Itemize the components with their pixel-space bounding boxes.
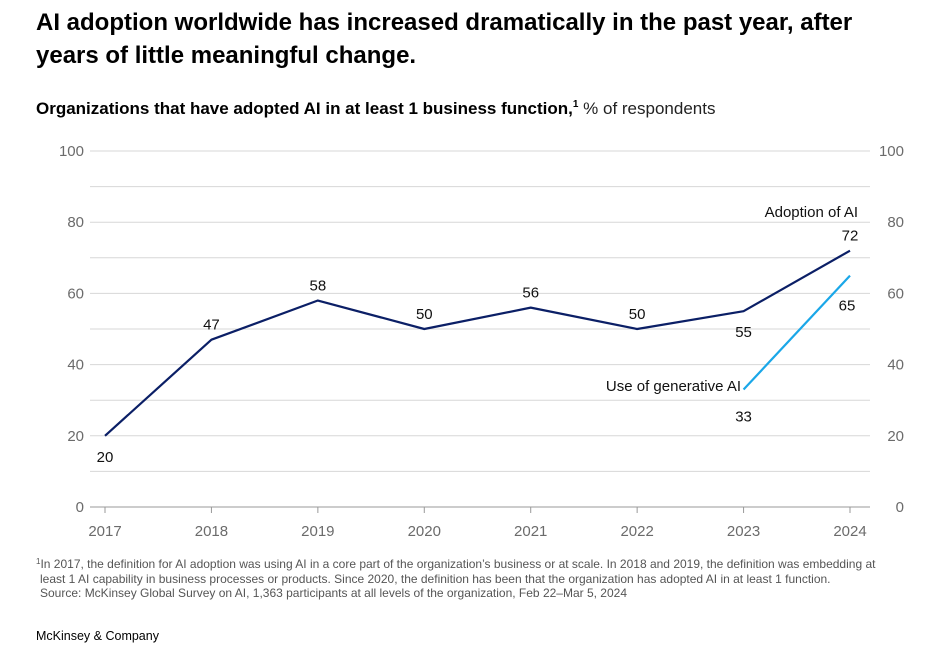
subtitle-bold: Organizations that have adopted AI in at… [36, 99, 573, 118]
y-tick-label-right: 40 [887, 357, 904, 374]
data-label-adoption: 50 [629, 306, 646, 323]
footnote-line-2: least 1 AI capability in business proces… [40, 571, 831, 586]
x-tick-label: 2023 [727, 523, 760, 540]
footnote-line-1: 1In 2017, the definition for AI adoption… [36, 557, 916, 572]
x-tick-label: 2021 [514, 523, 547, 540]
footnote-text-1: In 2017, the definition for AI adoption … [40, 557, 876, 571]
data-label-adoption: 55 [735, 324, 752, 341]
y-tick-label-right: 0 [896, 499, 904, 516]
x-tick-label: 2017 [88, 523, 121, 540]
data-label-genai: 65 [839, 298, 856, 315]
y-tick-label-left: 0 [76, 499, 84, 516]
data-label-adoption: 56 [522, 285, 539, 302]
y-tick-label-left: 60 [67, 285, 84, 302]
y-tick-label-left: 20 [67, 428, 84, 445]
y-tick-label-left: 40 [67, 357, 84, 374]
y-tick-label-right: 60 [887, 285, 904, 302]
data-label-genai: 33 [735, 409, 752, 426]
chart-subtitle: Organizations that have adopted AI in at… [36, 98, 715, 120]
y-tick-label-right: 20 [887, 428, 904, 445]
headline: AI adoption worldwide has increased dram… [36, 9, 853, 69]
series-label-adoption: Adoption of AI [765, 204, 858, 221]
data-label-adoption: 20 [97, 449, 114, 466]
series-line-adoption [104, 249, 851, 437]
footnote: 1In 2017, the definition for AI adoption… [36, 557, 916, 601]
y-tick-label-right: 100 [879, 143, 904, 160]
series-line-genai [742, 274, 851, 391]
data-label-adoption: 58 [310, 278, 327, 295]
x-tick-label: 2019 [301, 523, 334, 540]
data-label-adoption: 47 [203, 317, 220, 334]
data-label-adoption: 50 [416, 306, 433, 323]
footnote-marker: 1 [36, 557, 41, 566]
y-tick-label-left: 100 [59, 143, 84, 160]
x-tick-label: 2024 [833, 523, 866, 540]
data-label-adoption: 72 [842, 228, 859, 245]
series-label-genai: Use of generative AI [606, 378, 741, 395]
x-tick-label: 2020 [408, 523, 441, 540]
x-tick-label: 2018 [195, 523, 228, 540]
y-tick-label-left: 80 [67, 214, 84, 231]
subtitle-unit: % of respondents [578, 99, 716, 118]
brand-name: McKinsey & Company [36, 629, 159, 643]
subtitle-footnote-marker: 1 [572, 99, 579, 110]
x-tick-label: 2022 [620, 523, 653, 540]
y-tick-label-right: 80 [887, 214, 904, 231]
footnote-source: Source: McKinsey Global Survey on AI, 1,… [40, 586, 627, 600]
